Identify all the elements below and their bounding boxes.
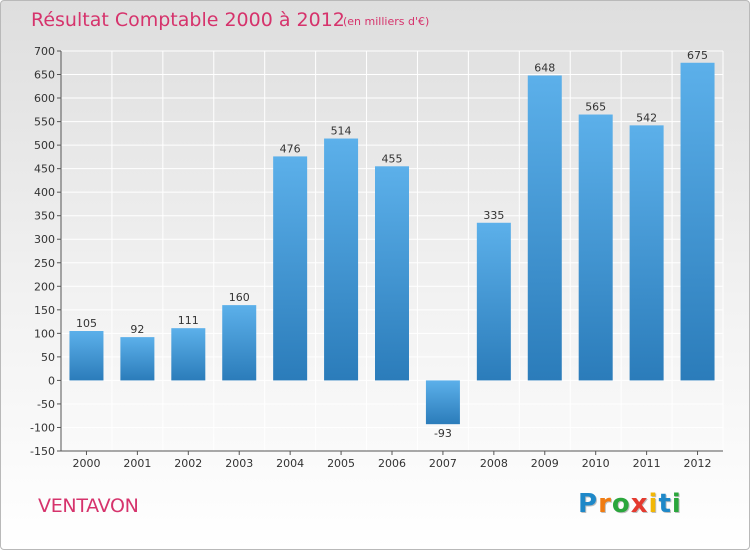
bar-2009: [527, 75, 562, 381]
proxiti-logo[interactable]: Proxiti: [578, 489, 682, 519]
y-tick-label: 0: [48, 374, 55, 387]
value-label-2008: 335: [483, 209, 504, 222]
y-tick-label: -150: [30, 445, 55, 458]
y-tick-label: -50: [37, 398, 55, 411]
value-label-2007: -93: [434, 427, 452, 440]
bar-2000: [69, 331, 104, 381]
bar-2001: [120, 337, 155, 381]
x-tick-label-2007: 2007: [429, 457, 457, 470]
logo-letter: t: [658, 489, 672, 519]
value-label-2001: 92: [130, 323, 144, 336]
bar-2002: [171, 328, 206, 381]
logo-letter: i: [671, 489, 682, 519]
y-tick-label: -100: [30, 421, 55, 434]
commune-name: VENTAVON: [38, 495, 139, 517]
x-tick-label-2010: 2010: [582, 457, 610, 470]
x-tick-label-2002: 2002: [174, 457, 202, 470]
value-label-2003: 160: [229, 291, 250, 304]
y-tick-label: 400: [34, 186, 55, 199]
bar-2010: [578, 114, 613, 381]
bar-2012: [680, 62, 715, 381]
y-tick-label: 100: [34, 327, 55, 340]
logo-letter: P: [578, 489, 599, 519]
bar-2004: [273, 156, 308, 381]
x-tick-label-2000: 2000: [72, 457, 100, 470]
y-tick-label: 500: [34, 139, 55, 152]
x-tick-label-2004: 2004: [276, 457, 304, 470]
bar-2008: [476, 222, 511, 381]
labels: -150 -100 -50 0 50 100 150 200 250 300 350 400 450 50…: [30, 45, 712, 470]
bar-2006: [375, 166, 409, 381]
y-tick-label: 600: [34, 92, 55, 105]
bar-2007: [425, 380, 460, 425]
value-label-2000: 105: [76, 317, 97, 330]
logo-letter: i: [648, 489, 659, 519]
value-label-2004: 476: [280, 142, 301, 155]
x-tick-label-2005: 2005: [327, 457, 355, 470]
bars: [69, 62, 715, 425]
x-tick-label-2009: 2009: [531, 457, 559, 470]
bar-2003: [222, 305, 257, 381]
y-tick-label: 150: [34, 304, 55, 317]
x-tick-label-2012: 2012: [684, 457, 712, 470]
chart-subtitle: (en milliers d'€): [343, 15, 430, 28]
y-tick-label: 300: [34, 233, 55, 246]
bar-2011: [629, 125, 664, 381]
value-label-2009: 648: [534, 61, 555, 74]
value-label-2002: 111: [178, 314, 199, 327]
value-label-2005: 514: [331, 125, 352, 138]
y-tick-label: 700: [34, 45, 55, 58]
value-label-2012: 675: [687, 49, 708, 62]
value-label-2011: 542: [636, 111, 657, 124]
x-tick-label-2008: 2008: [480, 457, 508, 470]
x-tick-label-2011: 2011: [633, 457, 661, 470]
bar-2005: [324, 138, 359, 381]
y-tick-label: 650: [34, 69, 55, 82]
y-tick-label: 200: [34, 280, 55, 293]
x-tick-label-2001: 2001: [123, 457, 151, 470]
value-label-2006: 455: [382, 152, 403, 165]
logo-letter: r: [598, 489, 612, 519]
y-tick-label: 550: [34, 116, 55, 129]
x-tick-label-2003: 2003: [225, 457, 253, 470]
logo-letter: x: [630, 489, 649, 519]
y-tick-label: 450: [34, 163, 55, 176]
logo-letter: o: [611, 489, 631, 519]
y-tick-label: 350: [34, 210, 55, 223]
chart-title: Résultat Comptable 2000 à 2012: [31, 9, 345, 31]
axes: [57, 50, 723, 455]
x-tick-label-2006: 2006: [378, 457, 406, 470]
value-label-2010: 565: [585, 101, 606, 114]
y-tick-label: 50: [41, 351, 55, 364]
y-tick-label: 250: [34, 257, 55, 270]
